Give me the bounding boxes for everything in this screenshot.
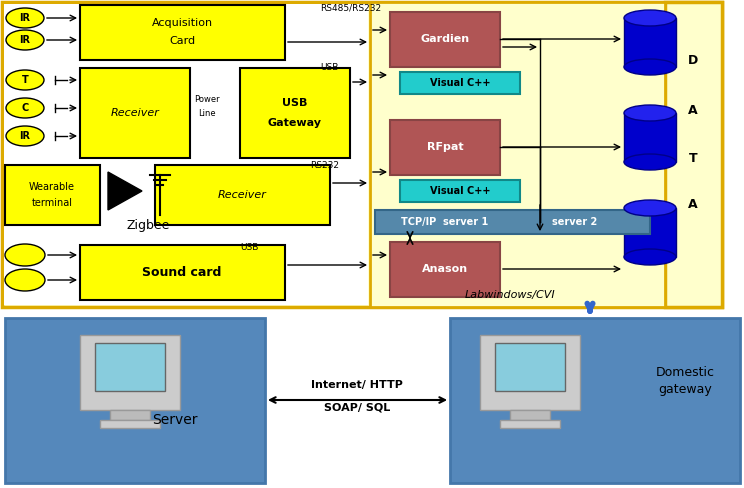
Bar [665, 2, 722, 307]
Text: C: C [22, 103, 28, 113]
Text: IR: IR [19, 13, 31, 23]
Text: T: T [689, 151, 697, 164]
Text: IR: IR [19, 35, 31, 45]
Bar [480, 335, 580, 410]
Ellipse shape [5, 244, 45, 266]
Text: terminal: terminal [31, 198, 72, 208]
Text: RFpat: RFpat [427, 142, 464, 152]
Text: Internet/ HTTP: Internet/ HTTP [311, 380, 403, 390]
Text: Gardien: Gardien [420, 34, 469, 44]
Text: Gateway: Gateway [268, 118, 322, 128]
Bar [80, 5, 285, 60]
Ellipse shape [6, 70, 44, 90]
Ellipse shape [624, 105, 676, 121]
Text: USB: USB [240, 244, 258, 252]
Bar [110, 410, 150, 420]
Ellipse shape [6, 126, 44, 146]
Text: USB: USB [282, 98, 308, 108]
Bar [624, 18, 676, 67]
Text: A: A [688, 103, 698, 117]
Bar [390, 120, 500, 175]
Ellipse shape [624, 200, 676, 216]
Bar [80, 68, 190, 158]
Bar [450, 318, 740, 483]
Bar [2, 2, 722, 307]
Bar [5, 165, 100, 225]
Text: RS232: RS232 [310, 161, 339, 169]
Text: USB: USB [320, 63, 339, 73]
Bar [100, 420, 160, 428]
Ellipse shape [624, 154, 676, 170]
Bar [80, 335, 180, 410]
Ellipse shape [624, 59, 676, 75]
Text: Domestic: Domestic [655, 366, 714, 380]
Text: Line: Line [198, 108, 216, 118]
Ellipse shape [6, 98, 44, 118]
Text: TCP/IP  server 1: TCP/IP server 1 [401, 217, 489, 227]
Text: IR: IR [19, 131, 31, 141]
Text: server 2: server 2 [552, 217, 597, 227]
Bar [510, 410, 550, 420]
Text: Anason: Anason [422, 264, 468, 274]
Ellipse shape [6, 8, 44, 28]
Bar [370, 2, 665, 307]
Bar [5, 318, 265, 483]
Bar [375, 210, 650, 234]
Text: T: T [22, 75, 28, 85]
Bar [4, 4, 368, 305]
Ellipse shape [6, 30, 44, 50]
Text: RS485/RS232: RS485/RS232 [320, 3, 381, 13]
Text: Visual C++: Visual C++ [430, 78, 490, 88]
Polygon shape [108, 172, 142, 210]
Text: Sound card: Sound card [142, 265, 222, 279]
Bar [390, 12, 500, 67]
Bar [240, 68, 350, 158]
Bar [495, 343, 565, 391]
Text: SOAP/ SQL: SOAP/ SQL [324, 403, 390, 413]
Text: Power: Power [194, 96, 219, 104]
Text: Server: Server [153, 413, 198, 427]
Text: D: D [688, 54, 698, 66]
Bar [400, 72, 520, 94]
Bar [80, 245, 285, 300]
Text: Labwindows/CVI: Labwindows/CVI [465, 290, 555, 300]
Ellipse shape [624, 249, 676, 265]
Bar [500, 420, 560, 428]
Text: Card: Card [169, 36, 195, 46]
Bar [624, 113, 676, 162]
Bar [155, 165, 330, 225]
Bar [95, 343, 165, 391]
Text: gateway: gateway [658, 384, 712, 396]
Text: A: A [688, 199, 698, 211]
Bar [390, 242, 500, 297]
Text: Zigbee: Zigbee [126, 219, 170, 231]
Text: Acquisition: Acquisition [152, 18, 213, 28]
Text: Receiver: Receiver [217, 190, 266, 200]
Ellipse shape [624, 10, 676, 26]
Text: Receiver: Receiver [111, 108, 159, 118]
Text: Wearable: Wearable [29, 182, 75, 192]
Bar [400, 180, 520, 202]
Ellipse shape [5, 269, 45, 291]
Bar [624, 208, 676, 257]
Text: Visual C++: Visual C++ [430, 186, 490, 196]
